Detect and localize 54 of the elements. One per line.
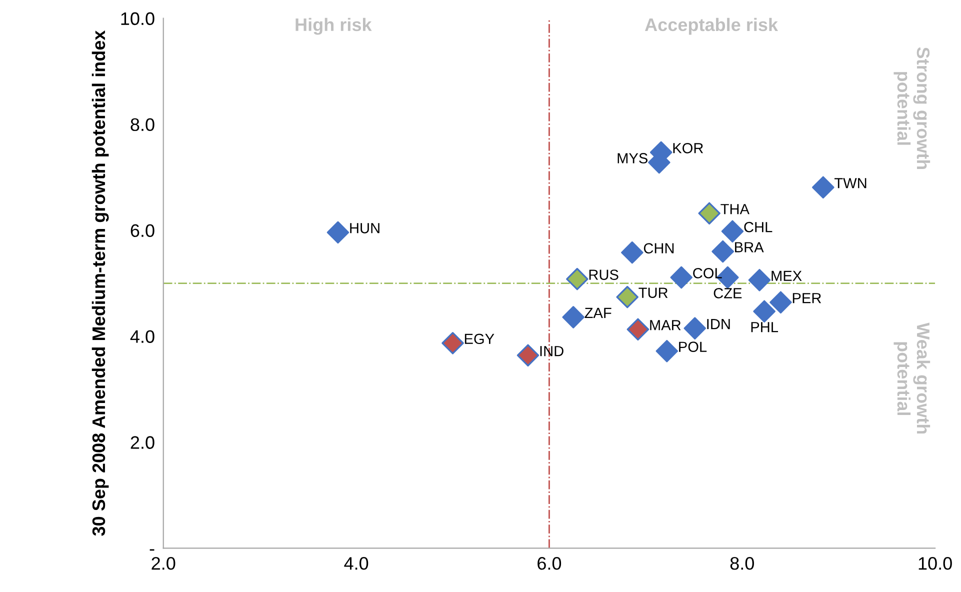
point bbox=[562, 306, 584, 328]
series-label: RUS bbox=[589, 270, 618, 280]
point bbox=[684, 317, 706, 340]
x-tick-label: 6.0 bbox=[538, 557, 562, 570]
series-label: ZAF bbox=[584, 308, 612, 318]
x-tick-label: 10.0 bbox=[918, 557, 952, 570]
series-label: PHL bbox=[751, 322, 778, 332]
series-label: MYS bbox=[618, 153, 648, 164]
point bbox=[516, 344, 540, 366]
y-tick-label: 6.0 bbox=[130, 224, 154, 238]
series-label: PER bbox=[792, 293, 822, 304]
y-tick-label: 4.0 bbox=[130, 330, 154, 343]
x-tick-label: 4.0 bbox=[344, 557, 368, 570]
point bbox=[748, 268, 771, 292]
annotation: Weak growth potential bbox=[894, 322, 930, 434]
series-label: IDN bbox=[707, 319, 730, 330]
point bbox=[721, 220, 744, 242]
point bbox=[712, 240, 734, 263]
series-label: TUR bbox=[638, 288, 668, 298]
series-label: MEX bbox=[772, 270, 802, 281]
point bbox=[770, 291, 792, 314]
annotation: Strong growth potential bbox=[894, 47, 930, 169]
x-tick-label: 8.0 bbox=[730, 557, 754, 570]
series-label: CZE bbox=[714, 288, 742, 298]
point bbox=[670, 266, 692, 289]
point bbox=[621, 241, 644, 264]
point bbox=[753, 300, 776, 322]
series-label: THA bbox=[720, 204, 750, 214]
point bbox=[442, 332, 464, 354]
series-label: CHN bbox=[644, 243, 674, 254]
point bbox=[626, 318, 650, 341]
y-tick-label: 10.0 bbox=[121, 12, 154, 26]
annotation: High risk bbox=[296, 18, 372, 35]
series-label: BRA bbox=[735, 242, 764, 252]
point bbox=[656, 340, 678, 362]
series-label: TWN bbox=[834, 178, 866, 188]
point bbox=[698, 202, 720, 224]
point bbox=[326, 221, 350, 244]
y-tick-label: 2.0 bbox=[130, 436, 154, 449]
series-label: CHL bbox=[744, 222, 772, 232]
y-tick-label: 8.0 bbox=[130, 118, 154, 132]
series-label: KOR bbox=[673, 142, 704, 154]
annotation: Acceptable risk bbox=[644, 18, 778, 35]
series-label: MAR bbox=[650, 320, 681, 330]
point bbox=[566, 268, 588, 290]
x-tick-label: 2.0 bbox=[152, 557, 176, 570]
y-tick-label: - bbox=[150, 549, 154, 551]
series-label: POL bbox=[679, 342, 707, 352]
y-axis-title: 30 Sep 2008 Amended Medium-term growth potential index bbox=[92, 30, 109, 536]
point bbox=[812, 176, 834, 199]
point bbox=[616, 286, 638, 308]
series-label: COL bbox=[693, 268, 722, 278]
series-label: HUN bbox=[350, 223, 380, 234]
series-label: EGY bbox=[464, 334, 494, 344]
